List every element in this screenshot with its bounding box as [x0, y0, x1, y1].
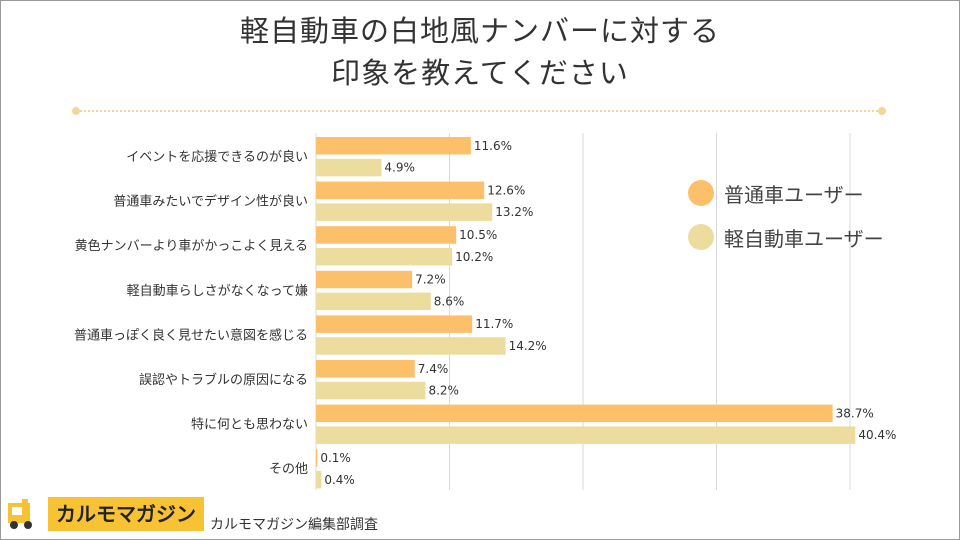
divider-left-dot — [72, 107, 80, 115]
bar-regular-car — [316, 404, 833, 423]
data-label-regular-car: 10.5% — [459, 228, 497, 242]
data-label-regular-car: 7.2% — [415, 273, 446, 287]
category-label: 軽自動車らしさがなくなって嫌 — [127, 284, 308, 299]
chart-title-line-1: 軽自動車の白地風ナンバーに対する — [239, 14, 720, 48]
legend-label-kei-car: 軽自動車ユーザー — [724, 226, 884, 251]
legend-item-kei-car: 軽自動車ユーザー — [688, 220, 884, 254]
divider-right-dot — [878, 107, 886, 115]
bar-regular-car — [316, 315, 473, 333]
data-label-kei-car: 8.6% — [434, 294, 465, 308]
data-label-regular-car: 38.7% — [836, 406, 874, 420]
bar-regular-car — [316, 449, 318, 467]
chart-title-line-2: 印象を教えてください — [331, 56, 629, 90]
source-note: カルモマガジン編集部調査 — [210, 517, 378, 533]
category-label: 黄色ナンバーより車がかっこよく見える — [75, 238, 308, 254]
bar-kei-car — [316, 292, 431, 311]
logo-text: カルモマガジン — [48, 497, 204, 531]
data-label-regular-car: 7.4% — [418, 362, 449, 376]
bar-kei-car — [316, 158, 382, 177]
bar-regular-car — [316, 137, 471, 155]
data-label-kei-car: 40.4% — [858, 428, 896, 442]
category-label: その他 — [269, 462, 308, 477]
chart-title: 軽自動車の白地風ナンバーに対する 印象を教えてください — [0, 10, 960, 94]
data-label-kei-car: 4.9% — [384, 161, 415, 175]
bar-kei-car — [316, 381, 426, 400]
data-label-kei-car: 8.2% — [428, 384, 459, 398]
data-label-regular-car: 11.7% — [475, 317, 513, 331]
data-label-regular-car: 0.1% — [320, 451, 351, 465]
category-label: 誤認やトラブルの原因になる — [139, 372, 308, 388]
legend-swatch-kei-car — [688, 224, 714, 250]
legend-item-regular-car: 普通車ユーザー — [688, 176, 884, 210]
car-logo-icon — [6, 497, 40, 531]
data-label-kei-car: 0.4% — [324, 473, 355, 487]
bar-kei-car — [316, 337, 506, 355]
legend-label-regular-car: 普通車ユーザー — [724, 182, 864, 207]
category-label: イベントを応援できるのが良い — [126, 149, 308, 165]
bar-regular-car — [316, 181, 485, 200]
category-label: 特に何とも思わない — [191, 417, 308, 433]
category-label: 普通車っぽく良く見せたい意図を感じる — [74, 327, 308, 343]
chart-legend: 普通車ユーザー 軽自動車ユーザー — [688, 176, 884, 264]
data-label-regular-car: 11.6% — [474, 139, 512, 153]
bar-regular-car — [316, 226, 457, 244]
title-divider — [72, 107, 886, 115]
bar-kei-car — [316, 426, 856, 444]
category-label: 普通車みたいでデザイン性が良い — [113, 194, 308, 210]
data-label-regular-car: 12.6% — [487, 183, 525, 197]
brand-logo: カルモマガジン — [6, 496, 204, 532]
bar-kei-car — [316, 471, 322, 489]
bar-kei-car — [316, 248, 453, 266]
legend-swatch-regular-car — [688, 180, 714, 206]
bar-kei-car — [316, 203, 493, 221]
data-label-kei-car: 14.2% — [509, 339, 547, 353]
data-label-kei-car: 13.2% — [495, 205, 533, 219]
bar-regular-car — [316, 270, 413, 289]
data-label-kei-car: 10.2% — [455, 250, 493, 264]
bar-regular-car — [316, 360, 415, 378]
